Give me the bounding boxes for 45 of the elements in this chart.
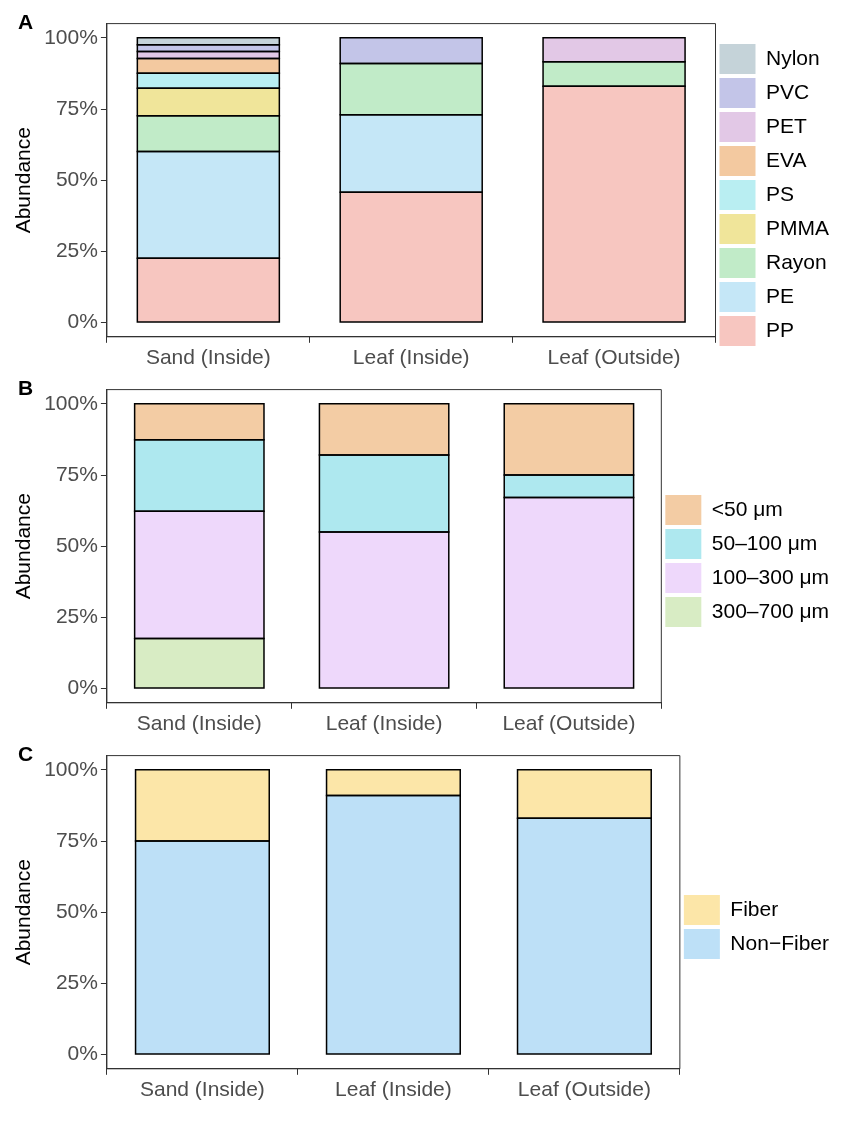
y-tick-label: 75%: [55, 95, 98, 119]
x-tick-label: Sand (Inside): [136, 711, 262, 735]
legend-label: 300–700 μm: [711, 598, 830, 622]
legend-label: Nylon: [766, 45, 820, 69]
legend-label: Fiber: [730, 896, 779, 920]
x-tick-label: Leaf (Inside): [325, 711, 443, 735]
x-tick-label: Leaf (Inside): [352, 345, 470, 369]
x-tick-label: Leaf (Outside): [517, 1077, 651, 1101]
y-tick-label: 50%: [55, 533, 98, 556]
legend-label: EVA: [766, 147, 807, 171]
legend-label: Non−Fiber: [730, 930, 830, 954]
chart-title: B: [18, 376, 34, 400]
y-tick-label: 50%: [55, 899, 98, 922]
y-tick-label: 0%: [67, 309, 98, 333]
y-axis-title: Abundance: [11, 493, 35, 600]
x-tick-label: Leaf (Outside): [502, 711, 636, 735]
y-tick-label: 75%: [55, 461, 98, 485]
x-tick-label: Sand (Inside): [139, 1077, 265, 1101]
y-axis-title: Abundance: [11, 859, 35, 966]
legend-label: <50 μm: [711, 496, 783, 520]
legend-label: Rayon: [766, 249, 827, 273]
x-tick-label: Leaf (Inside): [335, 1077, 452, 1101]
y-tick-label: 75%: [55, 827, 98, 851]
y-tick-label: 100%: [44, 24, 98, 48]
legend-label: PVC: [766, 79, 810, 103]
y-tick-label: 0%: [67, 1041, 98, 1065]
y-tick-label: 25%: [55, 604, 98, 628]
legend-label: 50–100 μm: [711, 530, 818, 554]
chart-title: A: [18, 10, 34, 34]
legend-label: 100–300 μm: [711, 564, 830, 588]
legend-label: PE: [766, 283, 795, 307]
chart-title: C: [18, 742, 34, 766]
y-tick-label: 100%: [44, 390, 98, 414]
legend-label: PET: [766, 113, 808, 137]
y-axis-title: Abundance: [11, 127, 35, 234]
x-tick-label: Sand (Inside): [145, 345, 271, 369]
y-tick-label: 100%: [44, 756, 98, 780]
x-tick-label: Leaf (Outside): [547, 345, 681, 369]
y-tick-label: 50%: [55, 167, 98, 190]
legend-label: PP: [766, 317, 795, 341]
y-tick-label: 25%: [55, 970, 98, 994]
legend-label: PMMA: [766, 215, 829, 239]
legend-label: PS: [766, 181, 795, 205]
y-tick-label: 25%: [55, 238, 98, 262]
y-tick-label: 0%: [67, 675, 98, 699]
